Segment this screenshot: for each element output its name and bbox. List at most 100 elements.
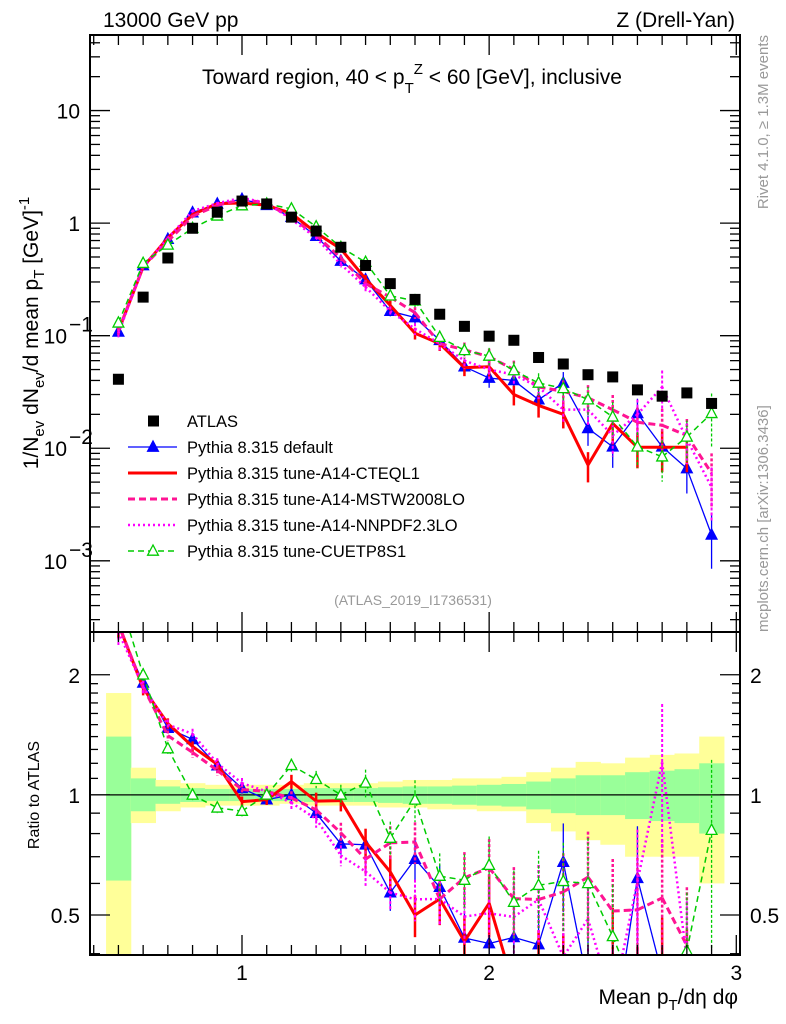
axis-ticks (90, 35, 740, 955)
series-3-line-segment (142, 237, 169, 268)
series-1-line-segment (389, 304, 417, 335)
ratio-series-2-line-segment (290, 796, 317, 812)
marker-triangle (359, 775, 373, 788)
series-2-line-segment (166, 215, 194, 243)
atlas-data-point (310, 225, 322, 237)
series-3-line-segment (587, 408, 614, 437)
ratio-series-2-line-segment (660, 897, 689, 947)
series-2-line-segment (661, 423, 688, 437)
atlas-data-point (681, 387, 693, 399)
marker-triangle (705, 405, 719, 419)
x-tick-label: 2 (483, 962, 495, 985)
atlas-data-point (335, 241, 347, 253)
series-2-line-segment (315, 234, 342, 260)
series-3-line-segment (340, 263, 367, 289)
series-4-line-segment (661, 436, 688, 458)
ratio-series-1-line-segment (216, 763, 244, 803)
legend-item: Pythia 8.315 default (128, 439, 333, 457)
ratio-series-1-line-segment (364, 841, 392, 873)
legend-label: Pythia 8.315 tune-A14-NNPDF2.3LO (187, 517, 458, 535)
legend-item: Pythia 8.315 tune-A14-NNPDF2.3LO (128, 517, 458, 535)
atlas-data-point (211, 206, 223, 218)
marker-triangle (136, 255, 150, 269)
ratio-series-3-line-segment (488, 912, 515, 919)
atlas-data-point (384, 278, 396, 290)
series-4-line-segment (612, 416, 639, 448)
series-2-line-segment (612, 408, 639, 424)
marker-triangle (186, 787, 200, 800)
series-4-line-segment (364, 261, 391, 297)
analysis-tag: (ATLAS_2019_I1736531) (334, 592, 492, 608)
series-3-line-segment (117, 266, 145, 334)
ratio-series-1-line-segment (191, 745, 219, 766)
ratio-tick-label-right: 0.5 (750, 905, 779, 928)
atlas-data-point (557, 358, 569, 370)
band-inner-bin (550, 778, 577, 814)
atlas-data-point (162, 252, 174, 264)
series-2-line-segment (685, 434, 713, 475)
series-1-line-segment (586, 422, 615, 466)
marker-triangle (482, 857, 496, 871)
legend-item: Pythia 8.315 tune-CUETP8S1 (128, 543, 406, 561)
header-left: 13000 GeV pp (103, 9, 238, 32)
plot-title: Toward region, 40 < pTZ < 60 [GeV], incl… (202, 61, 622, 97)
atlas-data-point (483, 330, 495, 342)
marker-triangle (161, 237, 175, 250)
series-3-line-segment (464, 359, 490, 371)
marker-triangle (235, 803, 249, 816)
main-plot-marks (111, 191, 719, 569)
x-axis-label: Mean pT/dη dφ (598, 986, 738, 1014)
atlas-data-point (137, 291, 149, 303)
marker-triangle (111, 315, 125, 328)
ratio-series-1-line-segment (339, 799, 367, 843)
ratio-tick-label-right: 1 (750, 785, 762, 808)
ratio-series-4-line-segment (266, 764, 293, 796)
ratio-series-3-line-segment (438, 897, 466, 918)
ratio-series-2-line-segment (191, 751, 219, 772)
y-tick-exponent: −3 (69, 539, 93, 562)
marker-triangle (507, 894, 521, 908)
ratio-series-4-line-segment (563, 880, 589, 885)
series-2-line-segment (216, 198, 243, 207)
marker-triangle (556, 381, 570, 394)
ratio-series-0-line-segment (537, 861, 564, 945)
marker-triangle (630, 439, 644, 452)
ratio-series-3-line-segment (513, 898, 540, 918)
marker-triangle (457, 342, 471, 356)
ratio-series-2-line-segment (487, 866, 516, 900)
ratio-series-0-line-segment (364, 844, 391, 893)
y-axis-label: 1/Nev dNev/d mean pT [GeV]-1 (16, 197, 48, 470)
atlas-data-point (607, 371, 619, 383)
marker-triangle (581, 421, 595, 434)
ratio-series-1-line-segment (388, 871, 417, 916)
ratio-series-1-line-segment (141, 687, 170, 725)
legend-label: Pythia 8.315 tune-CUETP8S1 (187, 543, 406, 561)
marker-triangle (532, 375, 546, 388)
series-3-line-segment (611, 413, 639, 437)
series-2-line-segment (587, 396, 614, 412)
marker-triangle (532, 877, 546, 891)
marker-triangle (433, 329, 447, 343)
marker-triangle (260, 787, 274, 800)
ratio-series-0-line-segment (562, 861, 583, 955)
ratio-series-2-line-segment (241, 787, 267, 793)
marker-triangle (408, 792, 422, 805)
ratio-series-2-line-segment (586, 876, 614, 912)
legend-item: Pythia 8.315 tune-A14-CTEQL1 (128, 465, 420, 483)
ratio-series-4-line-segment (686, 829, 713, 952)
atlas-data-point (187, 222, 199, 234)
marker-triangle (309, 771, 323, 785)
marker-triangle (606, 929, 620, 942)
marker-triangle (680, 429, 694, 442)
ratio-series-2-line-segment (141, 686, 170, 737)
marker-triangle (581, 392, 595, 405)
ratio-series-3-line-segment (586, 918, 600, 955)
ratio-series-1-line-segment (487, 902, 506, 955)
ratio-series-4-line-segment (129, 632, 144, 676)
series-3-line-segment (389, 310, 416, 330)
band-inner-bin (699, 763, 725, 834)
legend-label: ATLAS (187, 413, 238, 431)
ratio-series-2-line-segment (636, 896, 663, 912)
legend-item: Pythia 8.315 tune-A14-MSTW2008LO (128, 491, 465, 509)
